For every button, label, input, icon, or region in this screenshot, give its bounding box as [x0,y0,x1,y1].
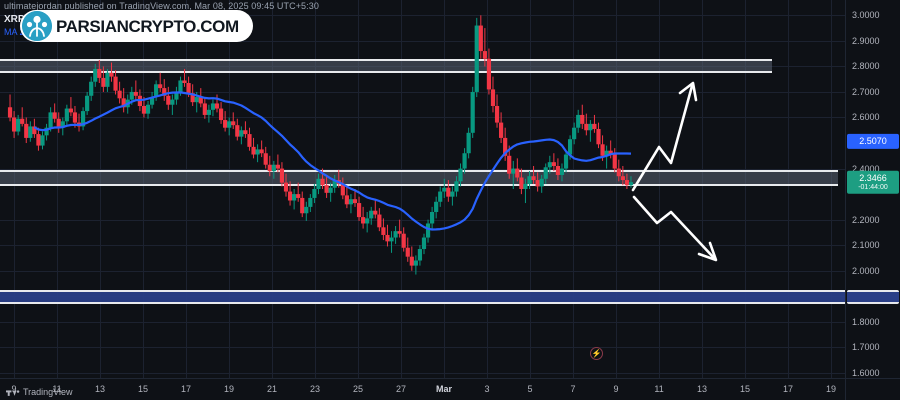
time-axis-tick: 17 [783,384,794,394]
key-level-zone[interactable] [0,289,845,304]
resistance-zone-fill [0,58,772,73]
event-marker-icon[interactable]: ⚡ [590,347,604,360]
key-level-price-label: 1.9000 [847,289,899,304]
price-axis-tick: 2.0000 [852,265,880,276]
last-price-label[interactable]: 2.3466 -01:44:00 [847,171,899,194]
publish-attribution-line: ultimatejordan published on TradingView.… [4,1,319,11]
gridline-vertical [831,0,833,378]
parsiancrypto-watermark-text: PARSIANCRYPTO.COM [56,16,239,36]
price-axis-tick: 2.7000 [852,86,880,97]
time-axis-tick: 15 [137,384,149,394]
time-axis-tick: 9 [11,384,17,394]
price-axis-tick: 2.1000 [852,240,880,251]
gridline-horizontal [0,15,845,17]
time-axis-tick: 25 [353,384,364,394]
time-axis-tick: 3 [484,384,490,394]
gridline-horizontal [0,219,845,221]
gridline-vertical [272,0,273,378]
time-axis-tick: 17 [180,384,192,394]
price-axis-tick: 3.0000 [852,10,880,21]
gridline-horizontal [0,321,845,323]
price-axis-tick: 2.6000 [852,112,880,123]
time-axis-tick: 13 [94,384,106,394]
gridline-vertical [788,0,790,378]
resistance-zone-bottom-edge [0,70,772,73]
resistance-zone-top-edge [0,58,772,61]
time-axis-tick: 7 [570,384,576,394]
time-axis-tick: 19 [223,384,235,394]
gridline-vertical [57,0,58,378]
gridline-vertical [143,0,144,378]
support-zone-top-edge [0,169,838,172]
bearish-projection-arrow [632,195,718,262]
gridline-vertical [401,0,403,378]
gridline-vertical [616,0,618,378]
tradingview-logo[interactable]: TradingView [6,387,73,397]
time-axis-tick: 5 [527,384,533,394]
time-axis-tick: 23 [310,384,321,394]
key-level-zone-bottom-edge [0,301,845,304]
support-zone-bottom-edge [0,184,838,187]
time-axis[interactable]: 9 11 13 15 17 19 21 23 25 27 Mar 3 5 7 9 11 13 15 17 19 [0,378,845,400]
gridline-horizontal [0,270,845,272]
price-axis-tick: 2.8000 [852,61,880,72]
time-axis-tick: 15 [740,384,751,394]
gridline-horizontal [0,347,845,349]
price-series-canvas[interactable] [0,0,845,378]
gridline-horizontal [0,372,845,374]
time-axis-tick: 9 [613,384,619,394]
gridline-vertical [659,0,661,378]
gridline-vertical [186,0,187,378]
time-axis-tick: Mar [436,384,453,394]
bar-countdown: -01:44:00 [858,183,888,191]
axis-corner-box[interactable] [845,378,900,400]
price-axis-tick: 1.6000 [852,367,880,378]
time-axis-tick: 19 [826,384,837,394]
price-axis-tick: 1.8000 [852,316,880,327]
time-axis-tick: 27 [396,384,407,394]
gridline-vertical [358,0,360,378]
gridline-vertical [745,0,747,378]
time-axis-tick: 13 [697,384,708,394]
tradingview-wordmark: TradingView [23,387,73,397]
gridline-vertical [530,0,532,378]
price-axis-tick: 2.9000 [852,35,880,46]
gridline-horizontal [0,91,845,93]
gridline-vertical [100,0,101,378]
price-axis[interactable]: 3.0000 2.9000 2.8000 2.7000 2.6000 2.4000 2.20… [845,0,900,378]
bullish-projection-arrow [631,81,698,192]
price-axis-tick: 1.7000 [852,342,880,353]
price-axis-tick: 2.2000 [852,214,880,225]
gridline-horizontal [0,40,845,42]
gridline-vertical [573,0,575,378]
time-axis-tick: 21 [266,384,278,394]
gridline-horizontal [0,168,845,170]
time-axis-tick: 11 [52,384,62,394]
gridline-vertical [702,0,704,378]
time-axis-tick: 11 [654,384,664,394]
key-level-zone-top-edge [0,289,845,292]
gridline-vertical [487,0,489,378]
chart-plot-area[interactable]: ⚡ [0,0,845,378]
resistance-zone[interactable] [0,58,772,73]
gridline-vertical [229,0,230,378]
key-level-zone-fill [0,289,845,304]
gridline-horizontal [0,117,845,119]
parsiancrypto-logo-icon [22,11,52,41]
tradingview-mark-icon [6,390,20,396]
parsiancrypto-watermark: PARSIANCRYPTO.COM [20,10,253,42]
ma-price-label: 2.5070 [847,134,899,149]
last-price-value: 2.3466 [859,173,887,184]
gridline-vertical [14,0,15,378]
price-axis-tick: 2.4000 [852,163,880,174]
